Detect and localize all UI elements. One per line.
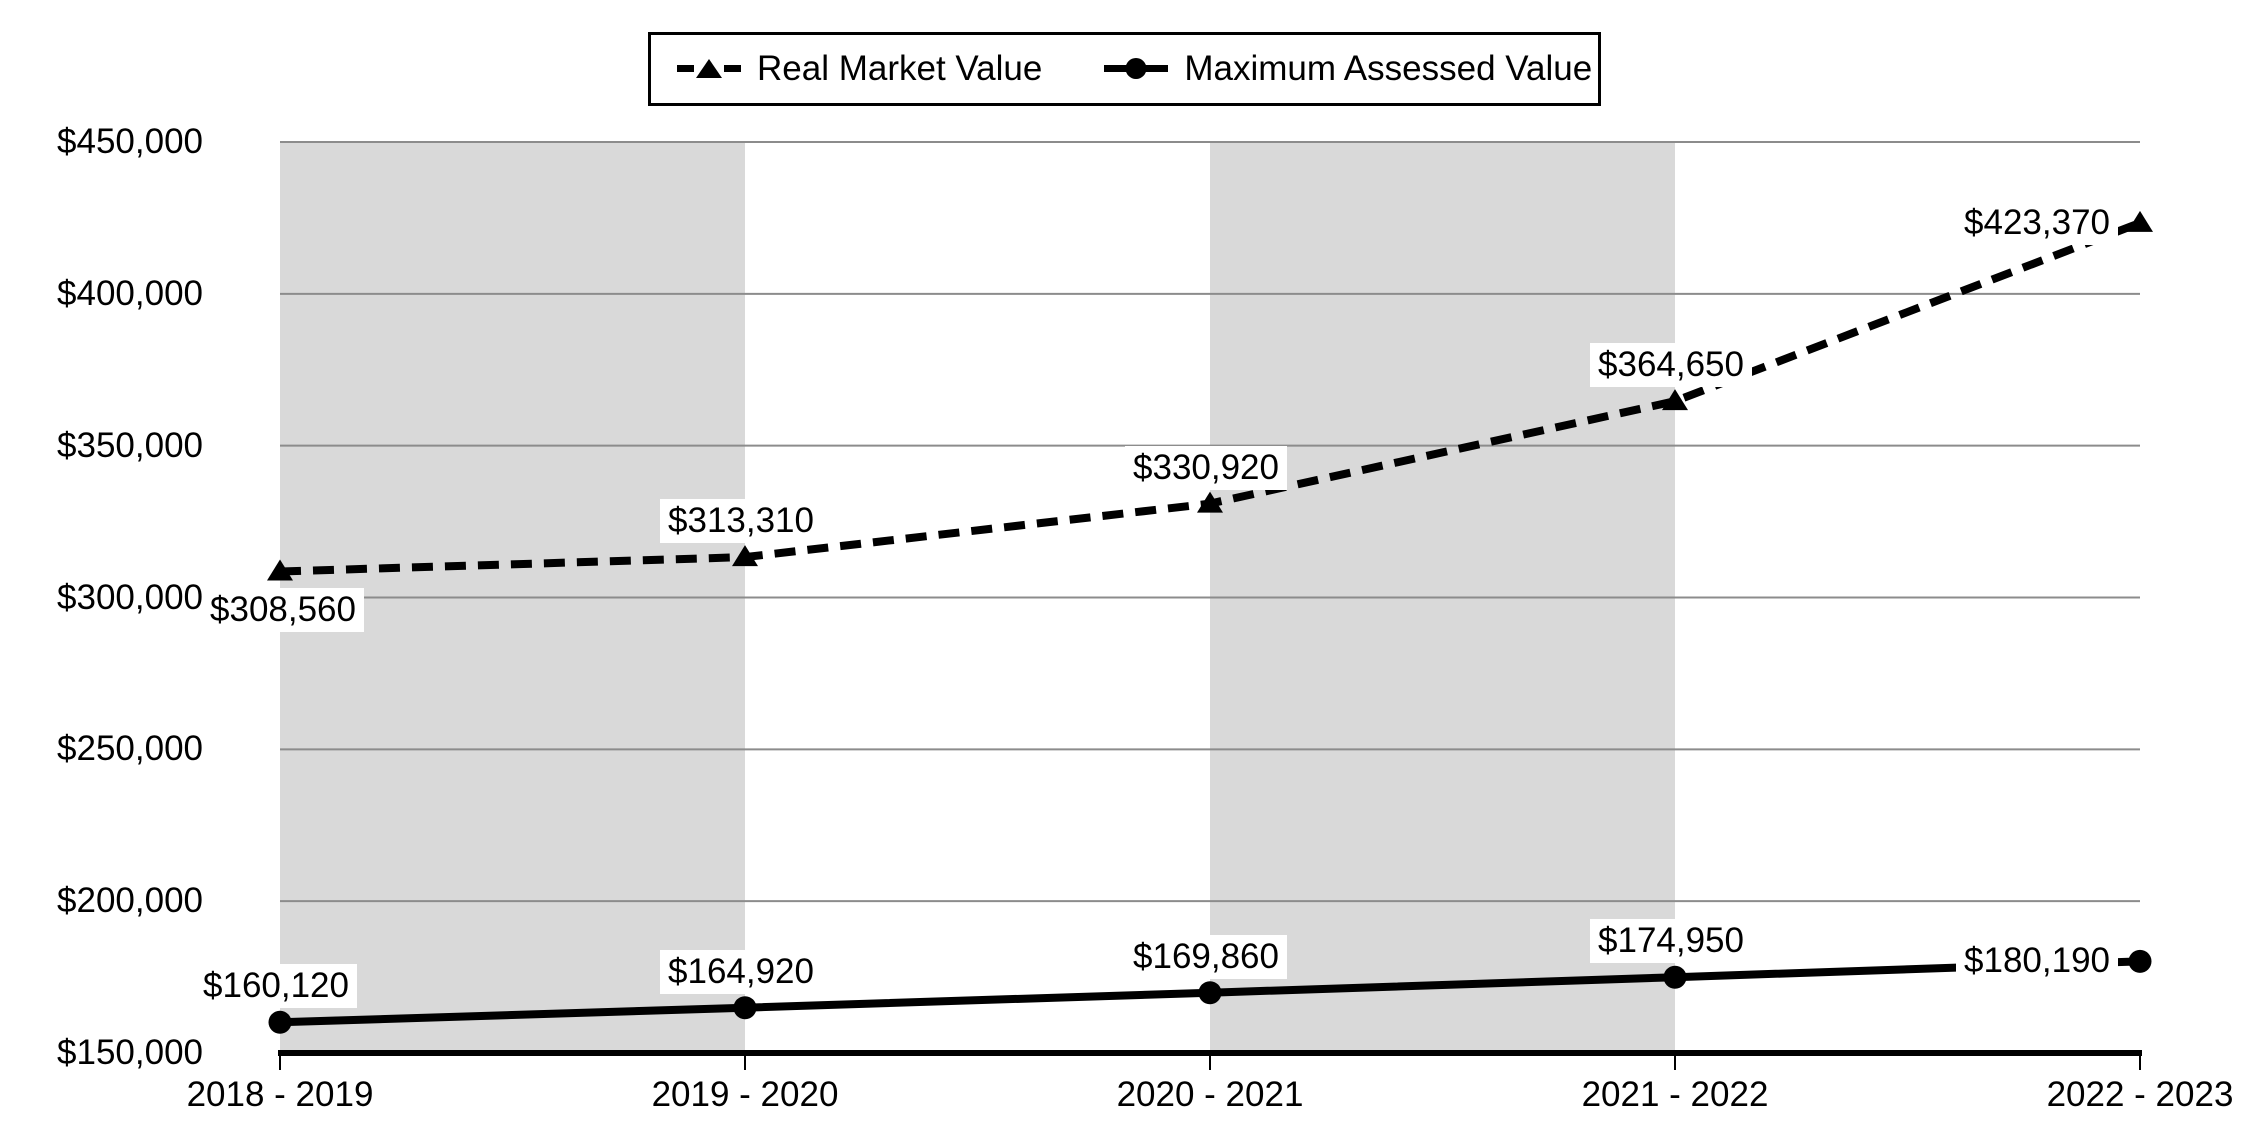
legend-label: Real Market Value [757, 49, 1043, 88]
legend: Real Market Value Maximum Assessed Value [648, 32, 1601, 106]
circle-marker [1198, 981, 1222, 1005]
data-label: $160,120 [195, 964, 357, 1009]
data-label: $308,560 [202, 587, 364, 632]
data-label: $313,310 [660, 499, 822, 544]
circle-marker [268, 1010, 292, 1034]
circle-marker [733, 996, 757, 1020]
y-axis-label: $450,000 [57, 122, 203, 161]
y-axis-label: $200,000 [57, 881, 203, 921]
triangle-marker [1662, 389, 1688, 411]
data-label: $423,370 [1956, 200, 2118, 245]
data-label: $180,190 [1956, 939, 2118, 984]
x-axis-label: 2020 - 2021 [1116, 1075, 1304, 1114]
data-label: $169,860 [1125, 934, 1287, 979]
data-label: $330,920 [1125, 445, 1287, 490]
legend-item-real-market-value: Real Market Value [677, 49, 1042, 89]
solid-line-circle-marker-icon [1104, 58, 1169, 79]
circle-marker [2128, 949, 2152, 973]
y-axis-label: $250,000 [57, 729, 203, 769]
x-axis-label: 2022 - 2023 [2046, 1075, 2234, 1114]
x-axis-label: 2021 - 2022 [1581, 1075, 1769, 1114]
legend-label: Maximum Assessed Value [1184, 49, 1593, 88]
triangle-marker [267, 559, 293, 581]
data-label: $164,920 [660, 949, 822, 994]
y-axis-label: $400,000 [57, 273, 203, 313]
circle-marker [1663, 965, 1687, 989]
data-label: $364,650 [1590, 343, 1752, 388]
x-axis-label: 2019 - 2020 [651, 1075, 839, 1114]
triangle-marker [1197, 491, 1223, 513]
y-axis-label: $150,000 [57, 1033, 203, 1072]
x-axis-label: 2018 - 2019 [186, 1075, 374, 1114]
y-axis-label: $350,000 [57, 425, 203, 465]
legend-item-maximum-assessed-value: Maximum Assessed Value [1104, 49, 1592, 89]
y-axis-label: $300,000 [57, 577, 203, 617]
triangle-marker [2127, 210, 2153, 232]
dashed-line-triangle-marker-icon [677, 59, 741, 78]
triangle-marker [732, 545, 758, 567]
data-label: $174,950 [1590, 919, 1752, 964]
